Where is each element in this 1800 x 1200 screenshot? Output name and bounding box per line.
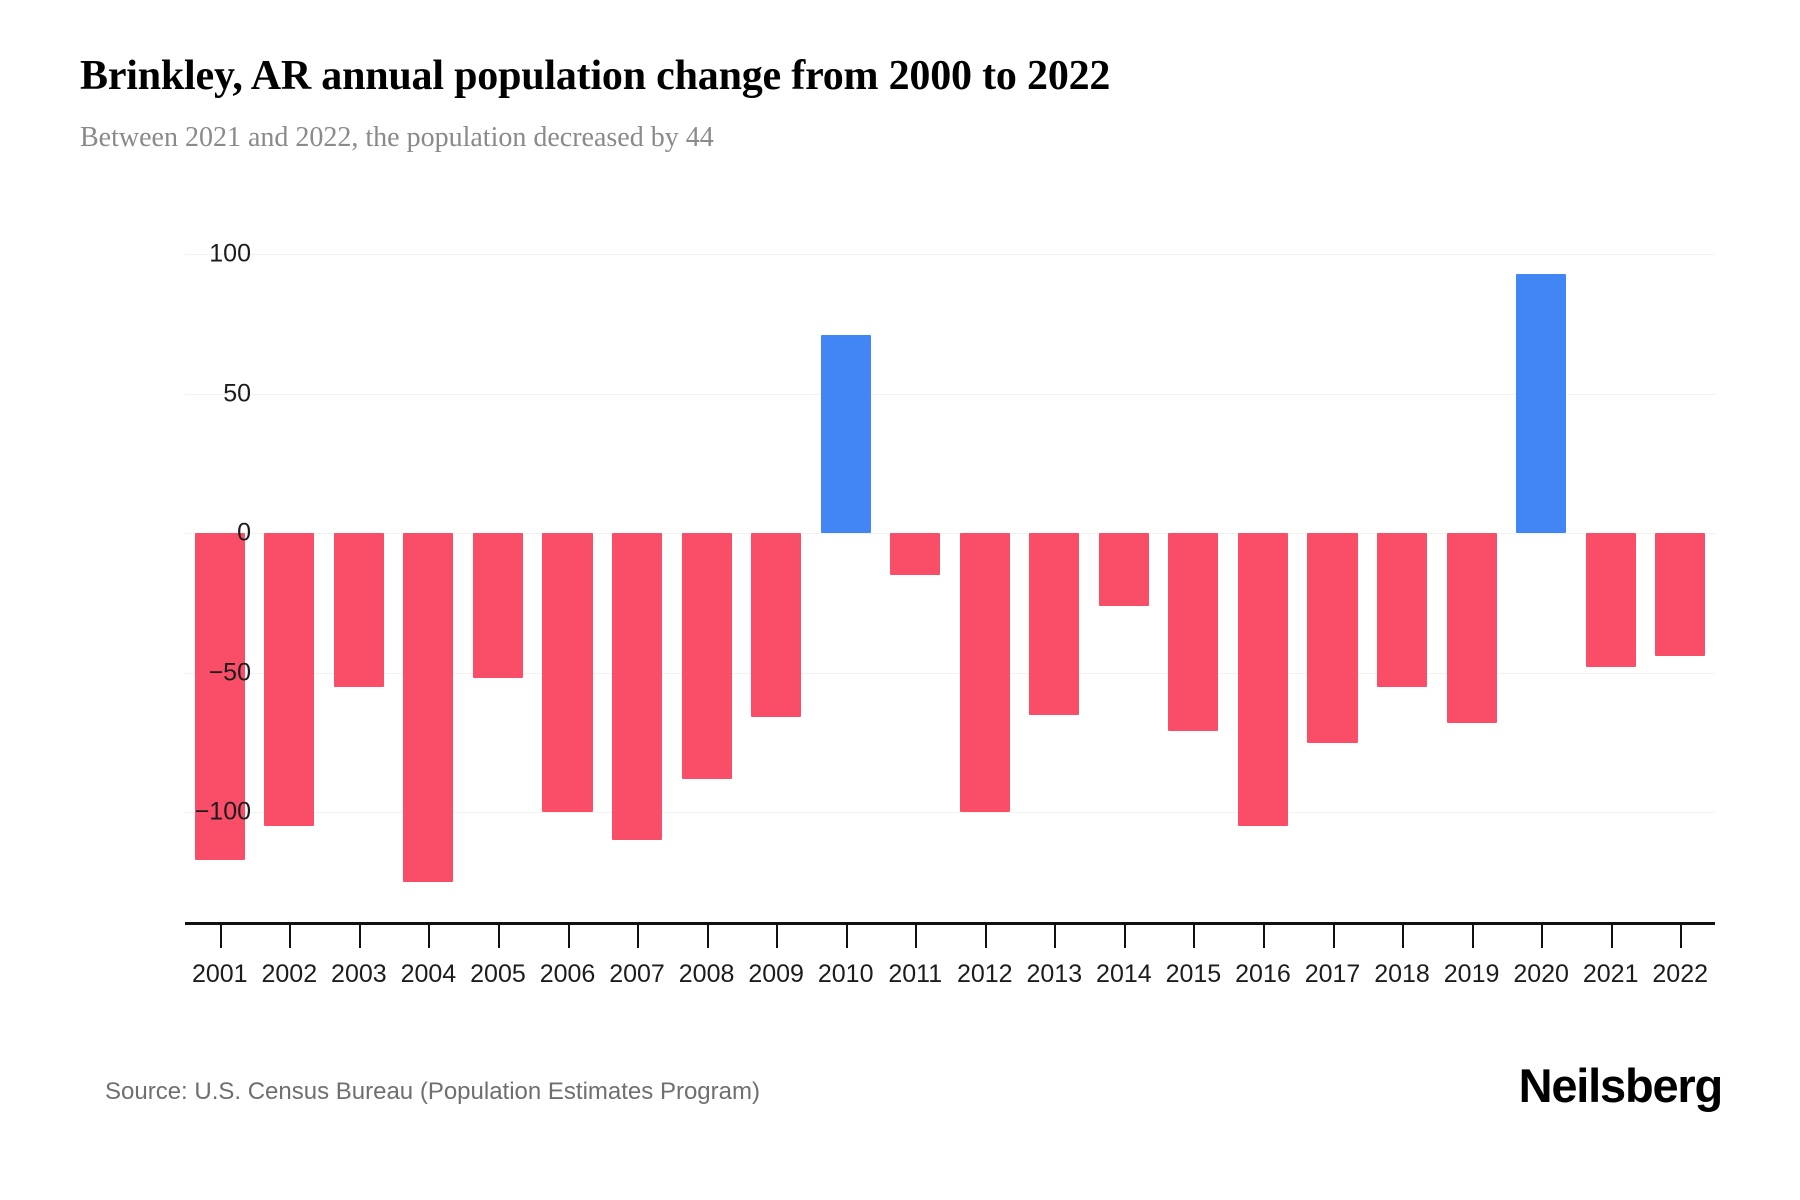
bar-2020[interactable] [1516, 273, 1567, 534]
x-tick [706, 922, 709, 948]
bar-2017[interactable] [1307, 533, 1358, 743]
x-tick [915, 922, 918, 948]
x-tick [1123, 922, 1126, 948]
bars-group [185, 240, 1715, 910]
bar-2005[interactable] [472, 533, 523, 679]
bar-2014[interactable] [1098, 533, 1149, 606]
bar-2015[interactable] [1168, 533, 1219, 732]
x-tick [1193, 922, 1196, 948]
bar-2016[interactable] [1237, 533, 1288, 827]
x-tick-label-2004: 2004 [400, 960, 457, 988]
x-tick-label-2003: 2003 [331, 960, 387, 988]
x-tick-label-2020: 2020 [1513, 960, 1569, 988]
plot-area [185, 240, 1715, 910]
bar-2022[interactable] [1655, 533, 1706, 656]
gridline [185, 812, 1715, 814]
y-tick-label: −50 [208, 658, 251, 687]
x-tick [567, 922, 570, 948]
bar-2012[interactable] [959, 533, 1010, 813]
x-tick [289, 922, 292, 948]
x-tick-label-2002: 2002 [261, 960, 318, 988]
x-axis-line [185, 922, 1715, 925]
bar-2002[interactable] [264, 533, 315, 827]
bar-2004[interactable] [403, 533, 454, 883]
x-tick [1262, 922, 1265, 948]
chart-subtitle: Between 2021 and 2022, the population de… [80, 122, 714, 153]
x-tick-label-2014: 2014 [1096, 960, 1152, 988]
bar-2011[interactable] [890, 533, 941, 575]
bar-2006[interactable] [542, 533, 593, 813]
x-tick-label-2018: 2018 [1374, 960, 1430, 988]
gridline [185, 253, 1715, 255]
y-tick-label: 100 [209, 239, 251, 268]
x-tick-label-2017: 2017 [1304, 960, 1361, 988]
page-title: Brinkley, AR annual population change fr… [80, 53, 1111, 99]
x-tick [1610, 922, 1613, 948]
x-tick [776, 922, 779, 948]
bar-2001[interactable] [194, 533, 245, 860]
x-tick [1402, 922, 1405, 948]
bar-2019[interactable] [1446, 533, 1497, 723]
x-tick [1541, 922, 1544, 948]
x-tick [984, 922, 987, 948]
y-tick-label: −100 [194, 797, 251, 826]
bar-2021[interactable] [1585, 533, 1636, 668]
x-tick-label-2005: 2005 [470, 960, 526, 988]
bar-2018[interactable] [1377, 533, 1428, 687]
x-tick [1680, 922, 1683, 948]
bar-2008[interactable] [681, 533, 732, 779]
x-tick [1332, 922, 1335, 948]
x-tick-label-2009: 2009 [748, 960, 804, 988]
x-tick-label-2022: 2022 [1652, 960, 1709, 988]
x-tick-label-2010: 2010 [817, 960, 874, 988]
bar-2013[interactable] [1029, 533, 1080, 715]
x-tick-label-2006: 2006 [539, 960, 596, 988]
x-tick [1471, 922, 1474, 948]
y-tick-label: 0 [237, 518, 251, 547]
source-note: Source: U.S. Census Bureau (Population E… [105, 1078, 760, 1105]
y-tick-label: 50 [223, 379, 251, 408]
x-tick [497, 922, 500, 948]
bar-2010[interactable] [820, 334, 871, 534]
bar-2007[interactable] [612, 533, 663, 841]
bar-2003[interactable] [333, 533, 384, 687]
x-tick-label-2001: 2001 [191, 960, 248, 988]
gridline [185, 672, 1715, 674]
x-tick-label-2007: 2007 [609, 960, 665, 988]
x-tick-label-2016: 2016 [1235, 960, 1291, 988]
x-tick [1054, 922, 1057, 948]
x-tick-label-2012: 2012 [956, 960, 1013, 988]
x-tick [219, 922, 222, 948]
x-tick [845, 922, 848, 948]
bar-2009[interactable] [751, 533, 802, 718]
x-tick-label-2015: 2015 [1165, 960, 1222, 988]
x-tick-label-2019: 2019 [1443, 960, 1500, 988]
x-tick [428, 922, 431, 948]
x-tick-label-2011: 2011 [888, 960, 943, 988]
x-tick-label-2013: 2013 [1026, 960, 1083, 988]
brand-logo: Neilsberg [1518, 1059, 1724, 1112]
x-tick-label-2021: 2021 [1582, 960, 1639, 988]
zero-gridline [185, 533, 1715, 535]
x-tick [637, 922, 640, 948]
x-tick-label-2008: 2008 [678, 960, 735, 988]
gridline [185, 393, 1715, 395]
x-tick [358, 922, 361, 948]
